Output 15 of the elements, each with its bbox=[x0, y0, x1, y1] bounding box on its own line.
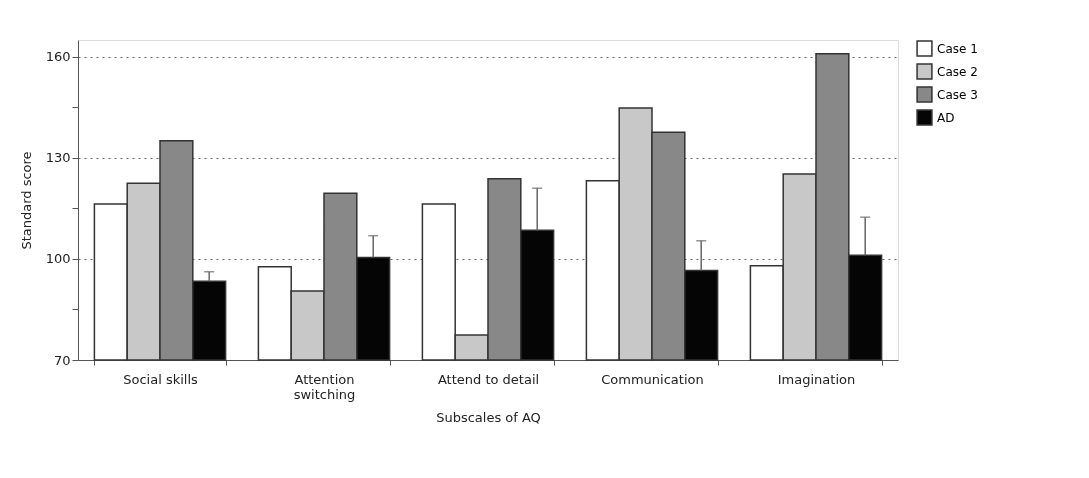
y-tick-label: 70 bbox=[53, 352, 71, 368]
y-tick-label: 100 bbox=[45, 251, 71, 267]
x-axis-title: Subscales of AQ bbox=[436, 409, 541, 425]
x-tick-label: Communication bbox=[601, 371, 704, 387]
legend-label: Case 3 bbox=[937, 87, 978, 102]
x-tick-label: Social skills bbox=[123, 371, 199, 387]
y-tick-label: 160 bbox=[45, 49, 71, 65]
legend-label: Case 1 bbox=[937, 41, 978, 56]
x-tick-label: Attention switching bbox=[293, 371, 356, 402]
x-tick-label: Imagination bbox=[777, 371, 856, 387]
legend-label: AD bbox=[937, 110, 955, 125]
legend-label: Case 2 bbox=[937, 64, 978, 79]
x-tick-label: Attend to detail bbox=[437, 371, 540, 387]
y-tick-label: 130 bbox=[45, 150, 71, 166]
y-axis-title: Standard score bbox=[18, 151, 34, 250]
